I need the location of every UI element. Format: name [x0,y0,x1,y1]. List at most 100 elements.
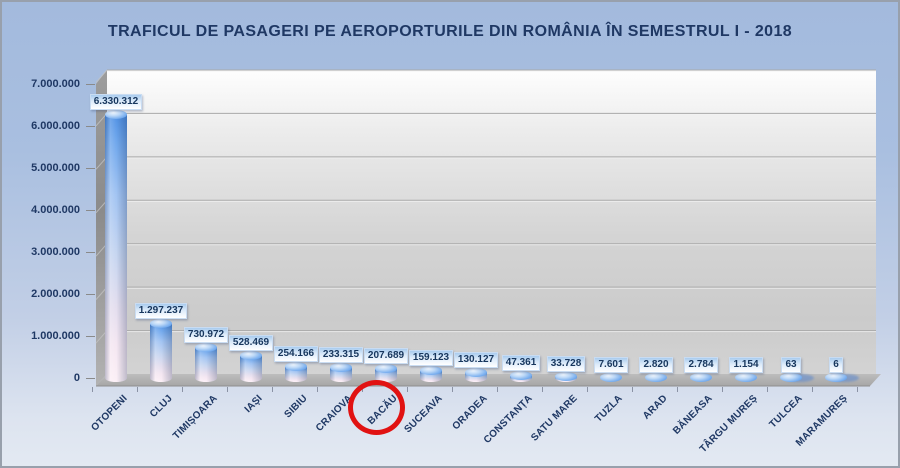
x-tick-mark [406,387,408,392]
bar-otopeni [105,110,127,382]
value-label-wrap-timisoara: 730.972 [146,324,266,343]
value-label-arad: 2.820 [639,356,673,373]
x-tick-mark [676,387,678,392]
bar-cap-satu-mare [555,371,577,381]
bar-timisoara [195,342,217,382]
value-label-tuzla: 7.601 [594,356,628,373]
bar-oradea [465,367,487,382]
y-tick-mark [86,294,95,295]
value-label-suceava: 159.123 [408,350,454,367]
value-label-otopeni: 6.330.312 [89,94,143,111]
bar-body-cluj [150,323,172,382]
y-tick-mark [86,252,95,253]
value-label-wrap-otopeni: 6.330.312 [56,91,176,111]
gridline [95,69,108,83]
bar-arad [645,372,667,382]
y-tick-mark [86,336,95,337]
value-label-wrap-baneasa: 2.784 [641,354,761,373]
value-label-wrap-cluj: 1.297.237 [101,300,221,320]
value-label-wrap-bacau: 207.689 [326,345,446,365]
y-tick-label: 3.000.000 [31,246,80,258]
value-label-wrap-arad: 2.820 [596,354,716,373]
y-tick-mark [86,378,95,379]
bar-body-otopeni [105,114,127,382]
bar-body-timisoara [195,347,217,382]
x-tick-mark [811,387,813,392]
bar-cluj [150,319,172,382]
bar-cap-arad [645,372,667,382]
bar-cap-tuzla [600,372,622,382]
x-tick-mark [181,387,183,392]
value-label-constanta: 47.361 [501,355,541,372]
y-tick-mark [86,126,95,127]
x-tick-mark [856,387,858,392]
x-tick-mark [766,387,768,392]
value-label-wrap-satu-mare: 33.728 [506,353,626,372]
bar-tulcea [780,372,802,382]
bar-suceava [420,366,442,382]
y-tick-label: 2.000.000 [31,288,80,300]
bar-cap-tulcea [780,372,802,382]
value-label-targu-mures: 1.154 [729,356,763,373]
x-tick-mark [586,387,588,392]
bar-cap-targu-mures [735,372,757,382]
bar-bacau [375,364,397,382]
value-label-tulcea: 63 [781,356,801,373]
bar-cap-oradea [465,367,487,377]
bar-cap-sibiu [285,362,307,372]
value-label-wrap-sibiu: 254.166 [236,343,356,363]
bar-cap-constanta [510,371,532,381]
x-tick-mark [496,387,498,392]
highlight-circle [348,380,405,435]
bar-cap-timisoara [195,342,217,352]
bar-baneasa [690,372,712,382]
value-label-wrap-tuzla: 7.601 [551,354,671,373]
chart-side-wall [96,70,107,386]
bar-constanta [510,371,532,382]
value-label-wrap-iasi: 528.469 [191,332,311,352]
y-tick-mark [86,84,95,85]
value-label-wrap-constanta: 47.361 [461,352,581,372]
bar-craiova [330,363,352,382]
y-tick-label: 5.000.000 [31,162,80,174]
x-tick-mark [136,387,138,392]
bar-body-suceava [420,370,442,382]
bar-tuzla [600,372,622,382]
y-tick-label: 4.000.000 [31,204,80,216]
bar-satu-mare [555,371,577,382]
x-tick-mark [541,387,543,392]
bar-cap-baneasa [690,372,712,382]
value-label-wrap-craiova: 233.315 [281,344,401,364]
bar-targu-mures [735,372,757,382]
bar-cap-maramures [825,372,847,382]
y-tick-mark [86,210,95,211]
value-label-timisoara: 730.972 [183,326,229,343]
y-tick-label: 6.000.000 [31,120,80,132]
bar-body-sibiu [285,366,307,382]
value-label-craiova: 233.315 [318,347,364,364]
bar-cap-cluj [150,319,172,329]
bar-cap-iasi [240,351,262,361]
value-label-wrap-maramures: 6 [776,354,896,373]
value-label-sibiu: 254.166 [273,346,319,363]
y-tick-label: 7.000.000 [31,78,80,90]
bar-cap-craiova [330,363,352,373]
bar-cap-bacau [375,364,397,374]
value-label-wrap-oradea: 130.127 [416,349,536,368]
x-tick-mark [451,387,453,392]
value-label-wrap-suceava: 159.123 [371,347,491,367]
bar-iasi [240,351,262,382]
y-tick-label: 1.000.000 [31,330,80,342]
value-label-iasi: 528.469 [228,335,274,352]
x-tick-mark [226,387,228,392]
bar-cap-otopeni [105,110,127,120]
x-tick-mark [271,387,273,392]
value-label-cluj: 1.297.237 [134,303,188,320]
bar-body-oradea [465,372,487,382]
bar-cap-suceava [420,366,442,376]
bar-body-iasi [240,355,262,382]
